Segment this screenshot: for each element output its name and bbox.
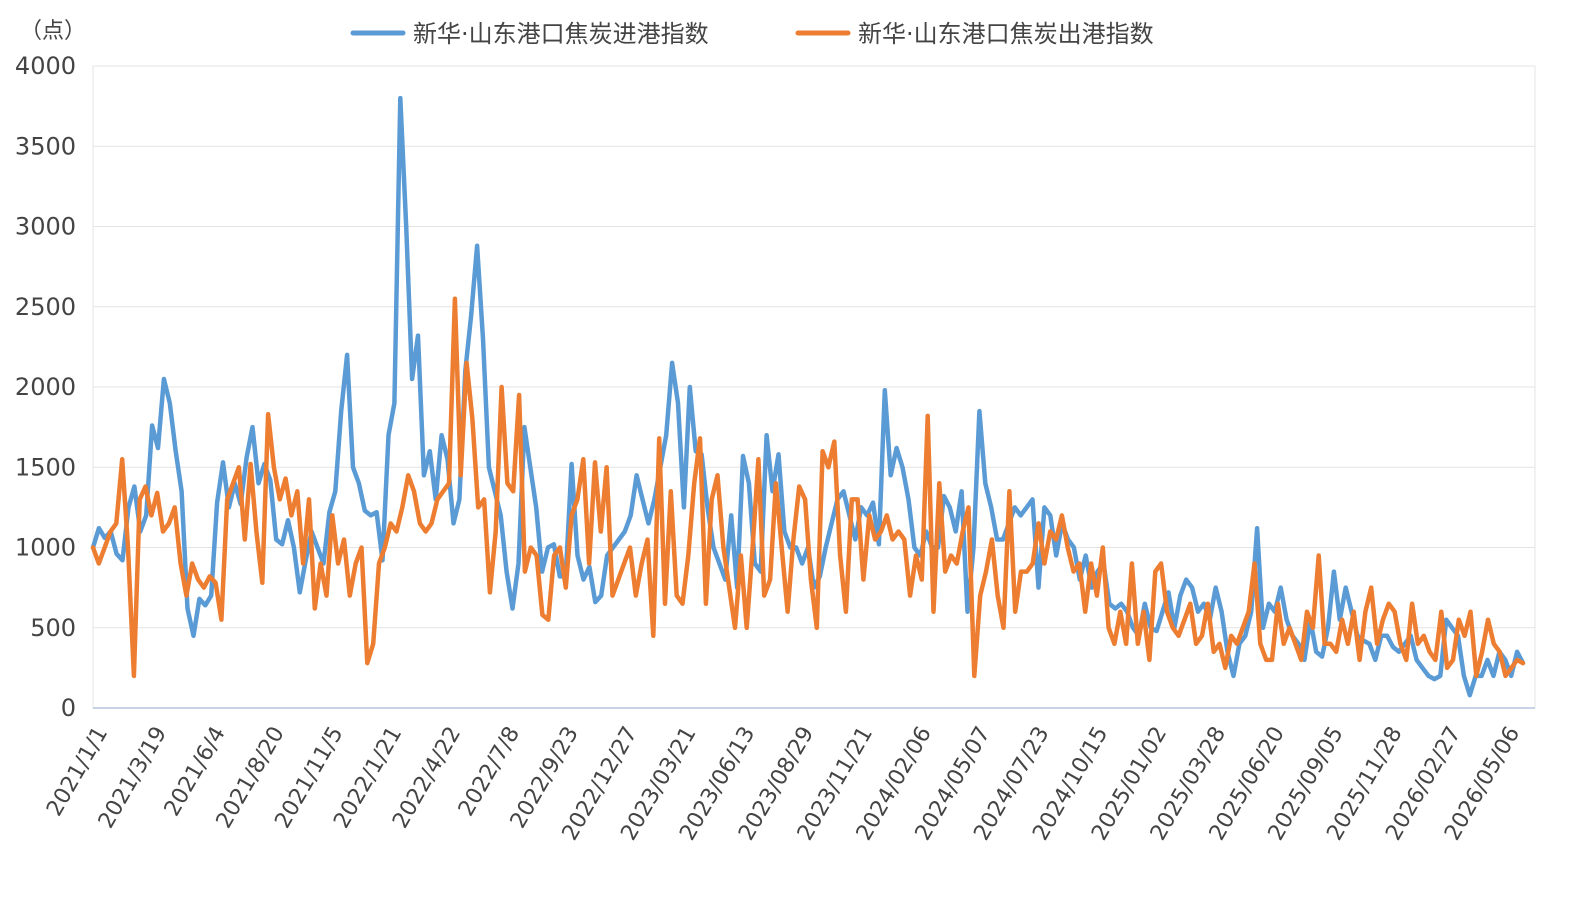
y-tick-label: 1500 (15, 453, 76, 481)
y-axis-unit-label: （点） (20, 19, 86, 44)
y-tick-label: 3500 (15, 132, 76, 160)
legend-label-inbound: 新华·山东港口焦炭进港指数 (413, 20, 709, 48)
y-tick-label: 4000 (15, 52, 76, 80)
y-tick-label: 1000 (15, 534, 76, 562)
series-lines (90, 95, 1526, 698)
series-line-outbound (90, 296, 1526, 679)
series-line-inbound (90, 95, 1526, 698)
legend: 新华·山东港口焦炭进港指数 新华·山东港口焦炭出港指数 (350, 20, 1154, 48)
y-tick-label: 0 (61, 694, 76, 722)
y-tick-label: 2500 (15, 293, 76, 321)
y-tick-label: 2000 (15, 373, 76, 401)
legend-label-outbound: 新华·山东港口焦炭出港指数 (858, 20, 1154, 48)
y-tick-label: 3000 (15, 213, 76, 241)
y-tick-label: 500 (30, 614, 76, 642)
